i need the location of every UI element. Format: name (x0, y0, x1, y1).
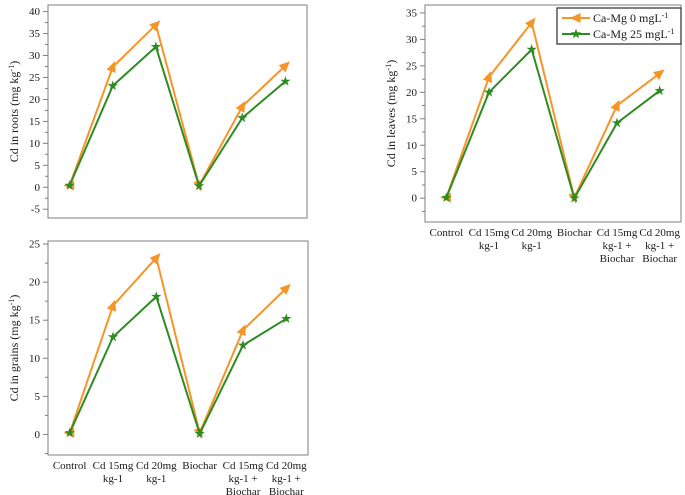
y-tick-label: 10 (29, 353, 41, 365)
cd-in-roots-plot: -5 0 5 10 15 20 25 30 35 40 Cd in roots (mg kg-1) (7, 4, 308, 219)
x-tick-label: kg-1 (103, 473, 123, 485)
y-axis-title: Cd in grains (mg kg-1) (7, 295, 21, 402)
y-tick-label: 15 (29, 116, 41, 128)
x-tick-label: Biochar (600, 253, 635, 265)
y-tick-label: 35 (29, 28, 41, 40)
x-tick-label: Cd 15mg (93, 460, 134, 472)
y-tick-label: 0 (35, 429, 41, 441)
x-tick-label: kg-1 + (228, 473, 257, 485)
x-tick-label: kg-1 + (602, 240, 631, 252)
y-tick-label: 5 (35, 391, 41, 403)
x-tick-label: Control (430, 227, 464, 239)
y-tick-label: 5 (412, 166, 418, 178)
y-tick-label: -5 (31, 204, 41, 216)
cd-in-leaves-chart: 0 5 10 15 20 25 30 35 Cd in leaves (mg kg-1) Cont… (383, 0, 685, 283)
axes (47, 4, 308, 219)
x-tick-label: Cd 15mg (597, 227, 638, 239)
y-tick-label: 10 (406, 140, 418, 152)
legend-label: Ca-Mg 25 mgL-1 (593, 27, 675, 41)
x-tick-label: kg-1 + (645, 240, 674, 252)
y-tick-label: 25 (406, 60, 418, 72)
cd-in-roots-chart: -5 0 5 10 15 20 25 30 35 40 Cd in roots (mg kg-1) (6, 0, 311, 227)
x-tick-label: Cd 15mg (469, 227, 510, 239)
x-tick-label: Biochar (226, 486, 261, 495)
series-ca-mg-0-mgl (63, 253, 291, 439)
legend: Ca-Mg 0 mgL-1 Ca-Mg 25 mgL-1 (556, 7, 682, 45)
y-tick-label: 25 (29, 72, 41, 84)
y-axis: -5 0 5 10 15 20 25 30 35 40 (29, 6, 48, 216)
y-tick-label: 30 (29, 50, 41, 62)
x-tick-label: kg-1 (522, 240, 542, 252)
y-tick-label: 15 (29, 315, 41, 327)
y-axis-title: Cd in roots (mg kg-1) (7, 61, 21, 163)
y-tick-label: 20 (29, 94, 41, 106)
series-ca-mg-25-mgl (441, 44, 665, 203)
cd-in-leaves-plot: 0 5 10 15 20 25 30 35 Cd in leaves (mg kg-1) Cont… (384, 4, 682, 265)
x-tick-label: Cd 20mg (511, 227, 552, 239)
y-tick-label: 20 (29, 277, 41, 289)
cd-in-grains-plot: 0 5 10 15 20 25 Cd in grains (mg kg-1) Control C… (7, 239, 309, 495)
x-tick-label: Biochar (557, 227, 592, 239)
y-tick-label: 30 (406, 34, 418, 46)
x-tick-label: kg-1 (479, 240, 499, 252)
x-tick-label: kg-1 + (272, 473, 301, 485)
y-axis-title: Cd in leaves (mg kg-1) (384, 60, 398, 167)
x-tick-label: kg-1 (146, 473, 166, 485)
x-tick-label: Cd 15mg (223, 460, 264, 472)
series-ca-mg-25-mgl (64, 41, 291, 191)
y-tick-label: 35 (406, 7, 418, 19)
x-tick-label: Cd 20mg (639, 227, 680, 239)
x-tick-label: Biochar (642, 253, 677, 265)
x-tick-label: Control (53, 460, 87, 472)
y-tick-label: 0 (412, 193, 418, 205)
y-tick-label: 0 (35, 182, 41, 194)
y-axis: 0 5 10 15 20 25 30 35 (406, 7, 425, 212)
x-tick-label: Cd 20mg (266, 460, 307, 472)
y-tick-label: 15 (406, 113, 418, 125)
series-ca-mg-25-mgl (64, 291, 292, 439)
y-tick-label: 20 (406, 87, 418, 99)
y-tick-label: 25 (29, 239, 41, 251)
x-tick-label: Biochar (269, 486, 304, 495)
legend-label: Ca-Mg 0 mgL-1 (593, 11, 669, 25)
axes (47, 240, 309, 456)
axes (424, 4, 682, 223)
cd-in-grains-chart: 0 5 10 15 20 25 Cd in grains (mg kg-1) Control C… (6, 236, 312, 495)
y-tick-label: 10 (29, 138, 41, 150)
y-tick-label: 40 (29, 6, 41, 18)
y-tick-label: 5 (35, 160, 41, 172)
x-tick-label: Cd 20mg (136, 460, 177, 472)
y-axis: 0 5 10 15 20 25 (29, 239, 48, 454)
x-tick-label: Biochar (182, 460, 217, 472)
